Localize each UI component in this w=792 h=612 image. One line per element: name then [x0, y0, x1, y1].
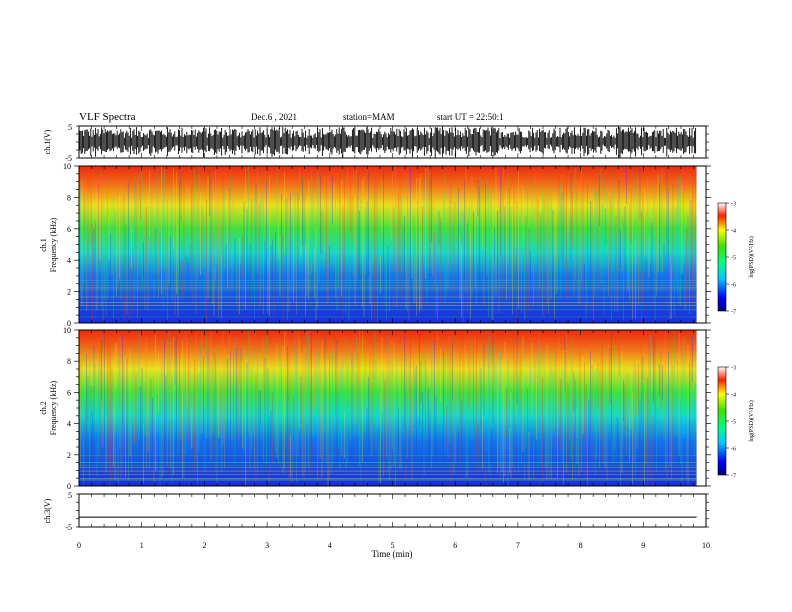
ch2-spectrogram-yticks: 0 2 4 6 8 10 — [63, 326, 711, 491]
ch1-spectrogram-ylabel-frequency: Frequency (kHz) — [49, 217, 58, 272]
colorbar-gradient — [717, 202, 727, 312]
colorbar-label: log(PSD)(V²/Hz) — [748, 400, 755, 441]
time-axis: 0 1 2 3 4 5 6 7 8 9 10 — [77, 126, 710, 550]
colorbar-tick-label: -5 — [731, 256, 736, 262]
xtick-label: 6 — [453, 541, 457, 550]
ch2-spectrogram-panel: 0 2 4 6 8 10 ch.2 Frequency (kHz) -3 -4 -5 -6 -7 l… — [39, 326, 755, 491]
ch3-waveform-ticks — [76, 493, 709, 528]
ch1-colorbar: -3 -4 -5 -6 -7 log(PSD)(V²/Hz) — [717, 202, 755, 316]
xtick-label: 10 — [702, 541, 710, 550]
ch3-waveform-ylabel: ch.3(V) — [43, 498, 52, 523]
ytick-label: 6 — [67, 388, 71, 397]
ytick-label: 0 — [67, 482, 71, 491]
ytick-label: 2 — [67, 288, 71, 297]
colorbar-tick-label: -7 — [731, 310, 736, 316]
ytick-label: 0 — [67, 319, 71, 328]
colorbar-tick-label: -6 — [731, 447, 736, 453]
colorbar-tick-label: -4 — [731, 229, 736, 235]
colorbar-tick-label: -6 — [731, 283, 736, 289]
colorbar-tick-label: -7 — [731, 474, 736, 480]
ch1-spectrogram-image — [78, 166, 697, 323]
ch2-spectrogram-ylabel-frequency: Frequency (kHz) — [49, 380, 58, 435]
xtick-label: 4 — [328, 541, 332, 550]
ch1-waveform-ylabel: ch.1(V) — [43, 129, 52, 154]
colorbar-tick-label: -3 — [731, 366, 736, 372]
ch2-colorbar: -3 -4 -5 -6 -7 log(PSD)(V²/Hz) — [717, 366, 755, 480]
ch3-ytick-top: 5 — [68, 491, 72, 500]
ytick-label: 4 — [67, 420, 71, 429]
xtick-label: 9 — [641, 541, 645, 550]
ch1-spectrogram-panel: 0 2 4 6 8 10 ch.1 Frequency (kHz) -3 -4 -5 -6 -7 l… — [39, 162, 755, 328]
chart-title: VLF Spectra — [79, 111, 136, 123]
ch2-spectrogram-image — [78, 330, 697, 486]
ch2-spectrogram-ylabel-channel: ch.2 — [39, 401, 48, 415]
xtick-label: 2 — [202, 541, 206, 550]
ch1-waveform-ticks — [76, 125, 709, 159]
xtick-label: 0 — [77, 541, 81, 550]
ch1-spectrogram-yticks: 0 2 4 6 8 10 — [63, 162, 711, 328]
ytick-label: 4 — [67, 256, 71, 265]
xtick-label: 8 — [579, 541, 583, 550]
ytick-label: 6 — [67, 225, 71, 234]
colorbar-tick-label: -5 — [731, 420, 736, 426]
xtick-label: 3 — [265, 541, 269, 550]
colorbar-label: log(PSD)(V²/Hz) — [748, 236, 755, 277]
ytick-label: 8 — [67, 357, 71, 366]
xtick-label: 7 — [516, 541, 520, 550]
colorbar-tick-label: -3 — [731, 202, 736, 208]
colorbar-tick-label: -4 — [731, 393, 736, 399]
colorbar-gradient — [717, 366, 727, 476]
xaxis-label: Time (min) — [372, 549, 413, 559]
xtick-label: 5 — [391, 541, 395, 550]
ch1-waveform-trace — [79, 127, 697, 159]
ch1-spectrogram-ylabel-channel: ch.1 — [39, 238, 48, 252]
start-time-label: start UT = 22:50:1 — [437, 112, 504, 122]
date-label: Dec.6 , 2021 — [251, 112, 297, 122]
ytick-label: 2 — [67, 451, 71, 460]
ytick-label: 10 — [63, 162, 71, 171]
ch1-ytick-bottom: -5 — [65, 154, 72, 163]
station-label: station=MAM — [343, 112, 395, 122]
ytick-label: 8 — [67, 193, 71, 202]
ch1-ytick-top: 5 — [68, 123, 72, 132]
ch3-waveform-panel: 5 -5 ch.3(V) — [43, 491, 709, 532]
spectrogram-background — [79, 330, 697, 486]
xtick-label: 1 — [140, 541, 144, 550]
ch1-waveform-panel: 5 -5 ch.1(V) — [43, 123, 709, 163]
ytick-label: 10 — [63, 326, 71, 335]
ch3-ytick-bottom: -5 — [65, 523, 72, 532]
